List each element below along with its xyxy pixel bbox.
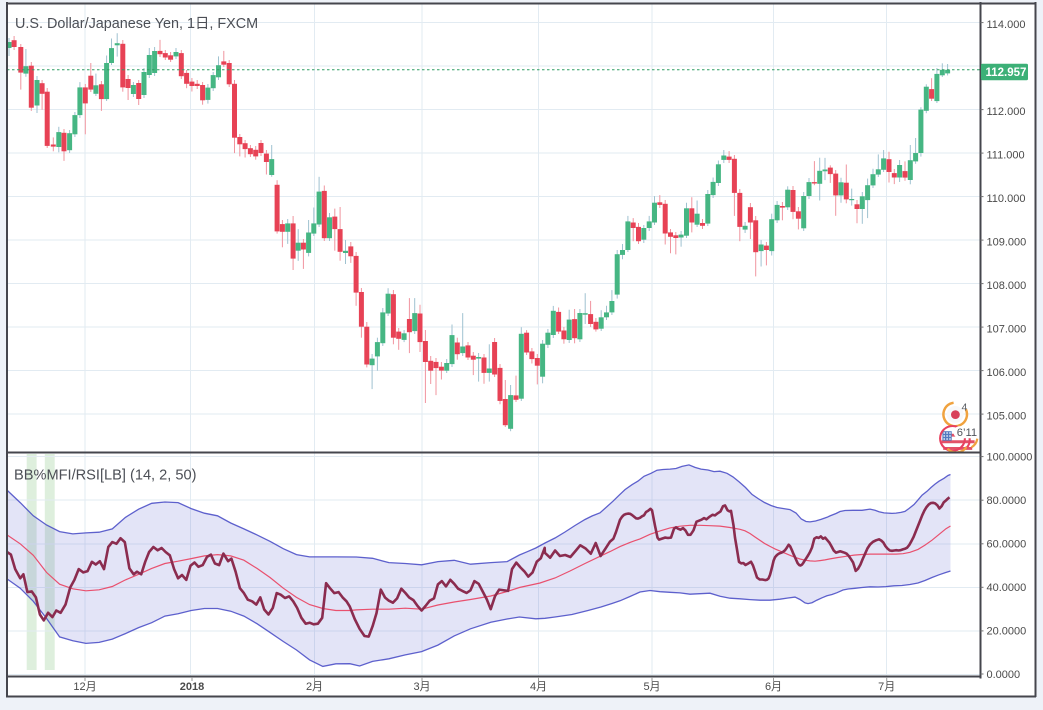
svg-text:107.000: 107.000	[987, 323, 1027, 335]
svg-text:110.000: 110.000	[987, 193, 1026, 205]
svg-text:7月: 7月	[878, 681, 895, 693]
svg-text:100.0000: 100.0000	[987, 451, 1033, 463]
svg-text:5月: 5月	[643, 681, 660, 693]
svg-text:12月: 12月	[73, 681, 96, 693]
svg-text:6’11: 6’11	[957, 427, 977, 439]
svg-text:U.S. Dollar/Japanese Yen, 1日,: U.S. Dollar/Japanese Yen, 1日, FXCM	[15, 16, 258, 32]
svg-text:4: 4	[962, 402, 968, 414]
svg-text:20.0000: 20.0000	[987, 626, 1027, 638]
svg-text:105.000: 105.000	[987, 410, 1027, 422]
svg-text:2月: 2月	[306, 681, 323, 693]
svg-text:114.000: 114.000	[987, 19, 1026, 31]
svg-text:BB%MFI/RSI[LB] (14, 2, 50): BB%MFI/RSI[LB] (14, 2, 50)	[14, 468, 197, 484]
svg-text:108.000: 108.000	[987, 280, 1027, 292]
svg-text:111.000: 111.000	[987, 149, 1025, 161]
svg-text:60.0000: 60.0000	[987, 539, 1027, 551]
svg-text:109.000: 109.000	[987, 236, 1027, 248]
svg-text:0.0000: 0.0000	[987, 669, 1021, 681]
svg-text:106.000: 106.000	[987, 367, 1027, 379]
svg-text:6月: 6月	[765, 681, 782, 693]
svg-text:40.0000: 40.0000	[987, 582, 1027, 594]
svg-text:80.0000: 80.0000	[987, 495, 1027, 507]
svg-text:112.957: 112.957	[986, 67, 1027, 79]
svg-text:3月: 3月	[413, 681, 430, 693]
svg-text:2018: 2018	[180, 681, 204, 693]
svg-text:112.000: 112.000	[987, 106, 1026, 118]
svg-text:4月: 4月	[530, 681, 547, 693]
